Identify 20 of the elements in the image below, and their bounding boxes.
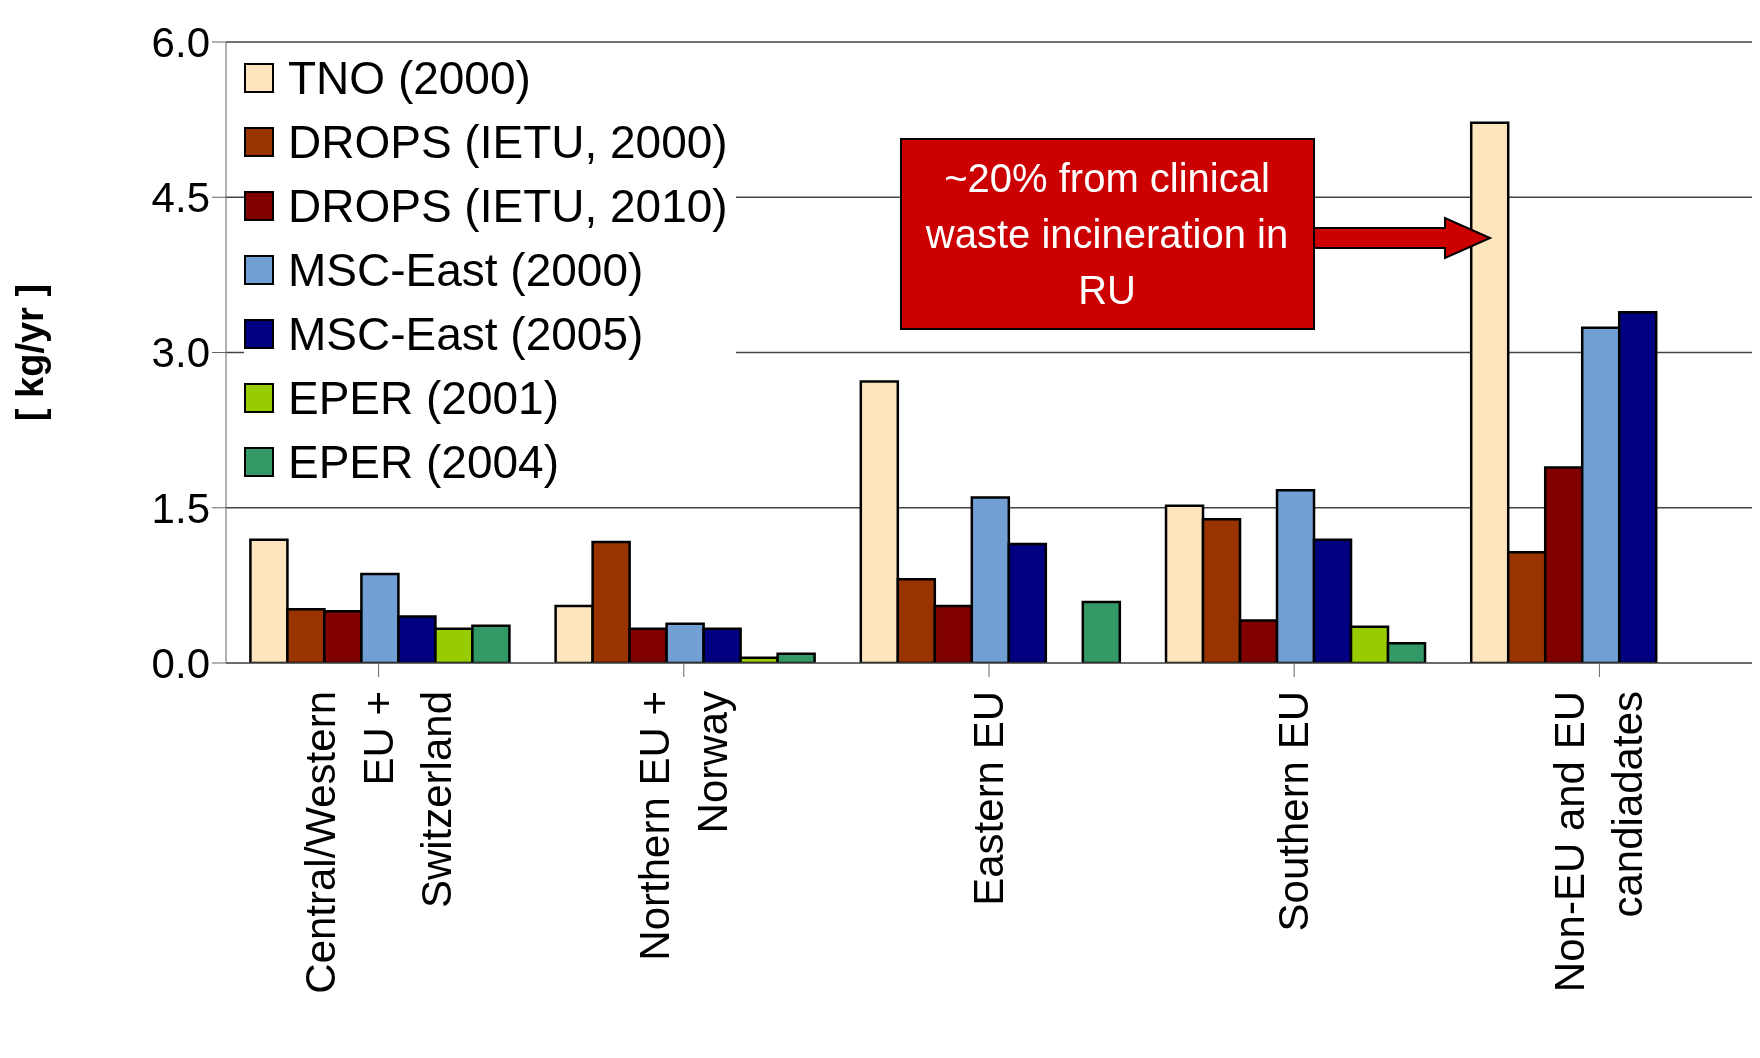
y-tick-label: 1.5	[151, 484, 210, 532]
bar	[1081, 600, 1122, 663]
annotation: ~20% from clinical waste incineration in RU	[924, 154, 1290, 314]
legend-label: TNO (2000)	[288, 51, 531, 105]
y-tick-label: 6.0	[151, 18, 210, 66]
legend-label: EPER (2004)	[288, 435, 560, 489]
x-tick-label: Non-EU and EU candiadates	[1546, 691, 1652, 993]
legend-label: EPER (2001)	[288, 371, 560, 425]
x-tick-label: Central/Western EU + Switzerland	[296, 691, 460, 994]
x-tick-label: Northern EU + Norway	[630, 691, 736, 961]
x-tick-label: Eastern EU	[965, 691, 1012, 906]
legend-label: DROPS (IETU, 2000)	[288, 115, 728, 169]
y-axis-title: [ kg/yr ]	[9, 283, 52, 422]
y-tick-label: 3.0	[151, 329, 210, 377]
legend-label: MSC-East (2000)	[288, 243, 644, 297]
legend-label: DROPS (IETU, 2010)	[288, 179, 728, 233]
y-tick-label: 0.0	[151, 639, 210, 687]
legend-label: MSC-East (2005)	[288, 307, 644, 361]
y-tick-label: 4.5	[151, 174, 210, 222]
x-tick-label: Southern EU	[1270, 691, 1318, 932]
